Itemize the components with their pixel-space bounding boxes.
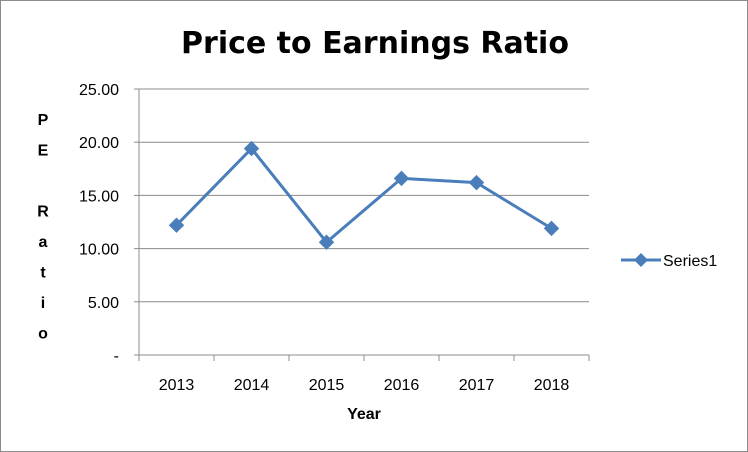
gridlines bbox=[139, 88, 589, 303]
y-tick-label-2: 10.00 bbox=[79, 242, 119, 259]
data-point-2014 bbox=[243, 140, 260, 157]
x-tick-label-2014: 2014 bbox=[234, 377, 270, 394]
y-axis-title: PE Ratio bbox=[37, 112, 49, 343]
y-tick-label-4: 20.00 bbox=[79, 135, 119, 152]
y-tick-label-3: 15.00 bbox=[79, 188, 119, 205]
x-axis-title: Year bbox=[347, 406, 381, 423]
data-point-2016 bbox=[393, 170, 410, 187]
data-point-2017 bbox=[468, 174, 485, 191]
axes bbox=[134, 88, 590, 361]
y-axis-title-char-6: i bbox=[41, 295, 45, 312]
x-tick-label-2018: 2018 bbox=[534, 377, 570, 394]
y-tick-labels: - 5.00 10.00 15.00 20.00 25.00 bbox=[79, 82, 119, 365]
data-point-2013 bbox=[168, 217, 185, 233]
legend-label-Series1: Series1 bbox=[663, 253, 717, 270]
legend: Series1 bbox=[621, 253, 717, 270]
y-axis-title-char-3: R bbox=[37, 204, 49, 221]
chart-title: Price to Earnings Ratio bbox=[181, 26, 569, 61]
y-axis-title-char-4: a bbox=[39, 234, 48, 251]
y-axis-title-char-5: t bbox=[40, 265, 46, 282]
x-tick-label-2013: 2013 bbox=[159, 377, 195, 394]
y-axis-title-char-1: E bbox=[38, 143, 49, 160]
series-line-Series1 bbox=[175, 147, 553, 244]
legend-marker-Series1 bbox=[634, 253, 648, 267]
y-tick-label-0: - bbox=[114, 348, 119, 365]
series-layer bbox=[168, 140, 560, 250]
data-point-2018 bbox=[543, 220, 560, 237]
x-tick-labels: 2013 2014 2015 2016 2017 2018 bbox=[159, 377, 570, 394]
data-point-2015 bbox=[318, 234, 335, 250]
y-tick-label-5: 25.00 bbox=[79, 82, 119, 99]
y-tick-label-1: 5.00 bbox=[88, 295, 119, 312]
x-tick-label-2015: 2015 bbox=[309, 377, 345, 394]
x-tick-label-2016: 2016 bbox=[384, 377, 420, 394]
y-axis-title-char-0: P bbox=[38, 112, 49, 129]
y-axis-title-char-7: o bbox=[38, 326, 48, 343]
x-tick-label-2017: 2017 bbox=[459, 377, 495, 394]
